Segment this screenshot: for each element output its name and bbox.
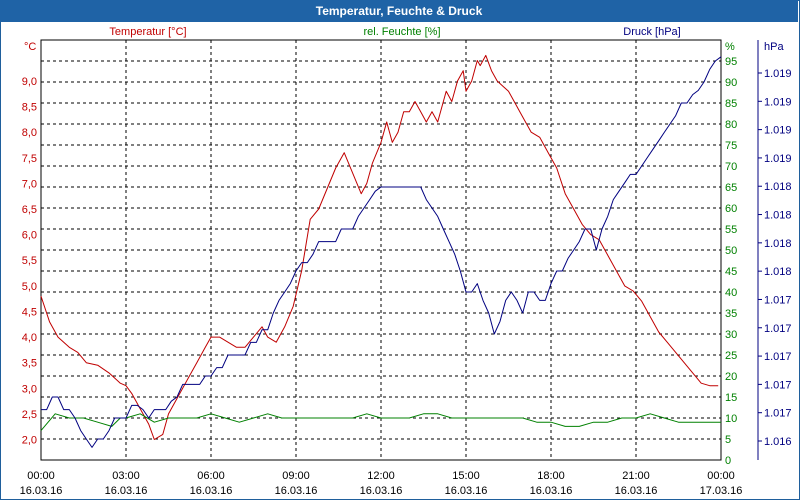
pressure-tick-label: 1.017 [764, 294, 792, 306]
series [40, 54, 722, 448]
humidity-axis-title: rel. Feuchte [%] [363, 26, 440, 38]
x-tick-date-label: 16.03.16 [20, 485, 63, 497]
x-tick-time-label: 21:00 [622, 470, 650, 482]
x-tick-date-label: 16.03.16 [360, 485, 403, 497]
humidity-tick-label: 5 [725, 434, 731, 446]
chart-title: Temperatur, Feuchte & Druck [315, 4, 483, 18]
axis-labels: Temperatur [°C] rel. Feuchte [%] Druck [… [24, 26, 784, 53]
temperature-tick-label: 8,5 [22, 102, 37, 114]
pressure-tick-label: 1.018 [764, 238, 792, 250]
humidity-tick-label: 80 [725, 119, 737, 131]
temperature-tick-label: 9,0 [22, 76, 37, 88]
x-tick-time-label: 12:00 [367, 470, 395, 482]
humidity-series-line [40, 413, 721, 431]
humidity-tick-label: 65 [725, 182, 737, 194]
pressure-tick-label: 1.017 [764, 408, 792, 420]
temperature-tick-label: 2,0 [22, 435, 37, 447]
x-tick-time-label: 15:00 [452, 470, 480, 482]
pressure-tick-label: 1.018 [764, 266, 792, 278]
humidity-tick-label: 40 [725, 287, 737, 299]
plot-frame [40, 39, 722, 461]
humidity-tick-label: 55 [725, 224, 737, 236]
pressure-tick-label: 1.019 [764, 125, 792, 137]
humidity-tick-label: 30 [725, 329, 737, 341]
temperature-tick-label: 4,5 [22, 306, 37, 318]
x-tick-date-label: 16.03.16 [190, 485, 233, 497]
humidity-tick-label: 0 [725, 455, 731, 467]
grid [41, 40, 721, 460]
temperature-tick-label: 7,5 [22, 153, 37, 165]
temperature-tick-label: 6,5 [22, 204, 37, 216]
pressure-tick-label: 1.019 [764, 96, 792, 108]
pressure-tick-label: 1.018 [764, 181, 792, 193]
pressure-series-line [41, 56, 722, 448]
humidity-tick-label: 95 [725, 56, 737, 68]
humidity-tick-label: 90 [725, 77, 737, 89]
temperature-tick-label: 6,0 [22, 230, 37, 242]
humidity-tick-label: 10 [725, 413, 737, 425]
x-tick-time-label: 09:00 [282, 470, 310, 482]
pressure-tick-label: 1.019 [764, 68, 792, 80]
humidity-tick-label: 35 [725, 308, 737, 320]
pressure-tick-label: 1.017 [764, 323, 792, 335]
x-tick-date-label: 16.03.16 [530, 485, 573, 497]
humidity-tick-label: 20 [725, 371, 737, 383]
temperature-unit-label: °C [24, 41, 36, 53]
humidity-tick-label: 75 [725, 140, 737, 152]
humidity-tick-label: 70 [725, 161, 737, 173]
x-tick-time-label: 00:00 [707, 470, 735, 482]
x-tick-date-label: 16.03.16 [615, 485, 658, 497]
temperature-tick-label: 3,0 [22, 383, 37, 395]
temperature-tick-label: 2,5 [22, 409, 37, 421]
humidity-unit-label: % [725, 41, 735, 53]
humidity-tick-label: 60 [725, 203, 737, 215]
temperature-axis-title: Temperatur [°C] [109, 26, 186, 38]
humidity-tick-label: 45 [725, 266, 737, 278]
x-tick-time-label: 00:00 [27, 470, 55, 482]
title-bar: Temperatur, Feuchte & Druck [0, 0, 798, 22]
humidity-tick-label: 85 [725, 98, 737, 110]
x-tick-date-label: 17.03.16 [700, 485, 743, 497]
tick-labels: 00:00 16.03.16 03:00 16.03.16 06:00 16.03.16 0… [20, 56, 792, 497]
pressure-tick-label: 1.019 [764, 153, 792, 165]
x-tick-date-label: 16.03.16 [445, 485, 488, 497]
x-tick-time-label: 18:00 [537, 470, 565, 482]
humidity-tick-label: 50 [725, 245, 737, 257]
humidity-tick-label: 25 [725, 350, 737, 362]
temperature-tick-label: 7,0 [22, 178, 37, 190]
temperature-tick-label: 4,0 [22, 332, 37, 344]
humidity-tick-label: 15 [725, 392, 737, 404]
temperature-tick-label: 5,0 [22, 281, 37, 293]
pressure-tick-label: 1.016 [764, 436, 792, 448]
temperature-tick-label: 3,5 [22, 358, 37, 370]
temperature-series-line [40, 54, 719, 440]
pressure-tick-label: 1.018 [764, 210, 792, 222]
x-tick-time-label: 03:00 [112, 470, 140, 482]
pressure-unit-label: hPa [764, 41, 784, 53]
x-tick-date-label: 16.03.16 [275, 485, 318, 497]
temperature-tick-label: 8,0 [22, 127, 37, 139]
pressure-tick-label: 1.017 [764, 351, 792, 363]
x-tick-time-label: 06:00 [197, 470, 225, 482]
pressure-axis-title: Druck [hPa] [623, 26, 680, 38]
pressure-tick-label: 1.017 [764, 379, 792, 391]
temperature-tick-label: 5,5 [22, 255, 37, 267]
x-tick-date-label: 16.03.16 [105, 485, 148, 497]
